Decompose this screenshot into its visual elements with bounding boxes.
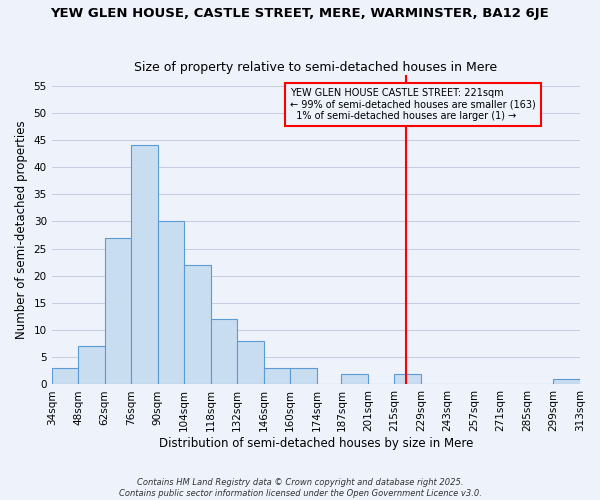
- Bar: [211, 319, 237, 384]
- Bar: [237, 341, 264, 384]
- Bar: [52, 368, 78, 384]
- Bar: [290, 368, 317, 384]
- X-axis label: Distribution of semi-detached houses by size in Mere: Distribution of semi-detached houses by …: [158, 437, 473, 450]
- Bar: [104, 238, 131, 384]
- Title: Size of property relative to semi-detached houses in Mere: Size of property relative to semi-detach…: [134, 60, 497, 74]
- Bar: [158, 222, 184, 384]
- Bar: [131, 146, 158, 384]
- Y-axis label: Number of semi-detached properties: Number of semi-detached properties: [15, 120, 28, 339]
- Bar: [78, 346, 104, 385]
- Bar: [264, 368, 290, 384]
- Text: Contains HM Land Registry data © Crown copyright and database right 2025.
Contai: Contains HM Land Registry data © Crown c…: [119, 478, 481, 498]
- Bar: [553, 379, 580, 384]
- Bar: [341, 374, 368, 384]
- Text: YEW GLEN HOUSE, CASTLE STREET, MERE, WARMINSTER, BA12 6JE: YEW GLEN HOUSE, CASTLE STREET, MERE, WAR…: [50, 8, 550, 20]
- Bar: [394, 374, 421, 384]
- Bar: [184, 265, 211, 384]
- Text: YEW GLEN HOUSE CASTLE STREET: 221sqm
← 99% of semi-detached houses are smaller (: YEW GLEN HOUSE CASTLE STREET: 221sqm ← 9…: [290, 88, 536, 122]
